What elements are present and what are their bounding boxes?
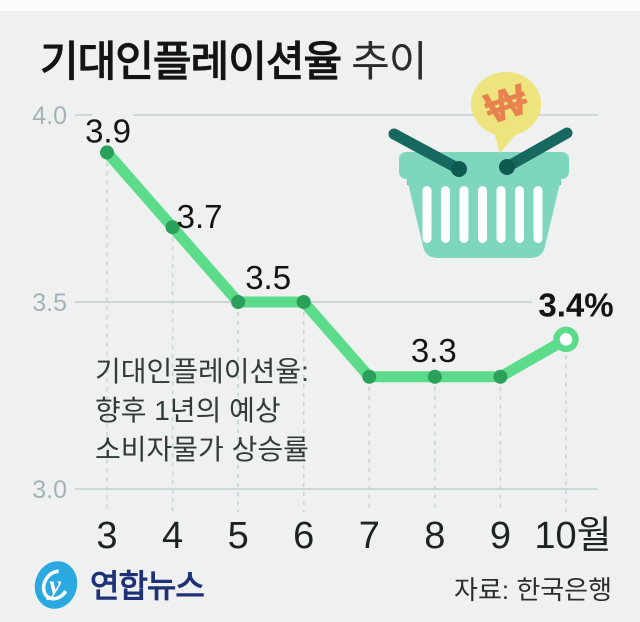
annotation-line-3: 소비자물가 상승률 (95, 434, 309, 465)
data-point (362, 369, 377, 384)
basket-stripes (422, 186, 543, 243)
point-label: 3.9 (85, 112, 131, 149)
data-point-open (553, 326, 579, 353)
data-point (231, 295, 246, 309)
y-tick-label: 3.0 (32, 476, 67, 504)
x-tick-label: 4 (162, 515, 183, 557)
x-tick-label: 3 (96, 515, 117, 557)
x-tick-label: 6 (293, 515, 314, 557)
x-axis-labels: 3 4 5 6 7 8 9 10월 (96, 515, 611, 557)
y-tick-label: 4.0 (32, 102, 67, 130)
handle-joint-right (499, 159, 515, 175)
point-label: 3.7 (177, 198, 223, 235)
y-axis-labels: 4.0 3.5 3.0 (32, 102, 67, 504)
page-title: 기대인플레이션율 추이 (40, 28, 427, 89)
drop-lines (106, 162, 567, 512)
chart-annotation: 기대인플레이션율: 향후 1년의 예상 소비자물가 상승률 (95, 352, 309, 469)
svg-text:y: y (46, 570, 62, 600)
annotation-line-1: 기대인플레이션율: (95, 356, 309, 387)
y-tick-label: 3.5 (32, 289, 67, 317)
data-point (100, 145, 114, 160)
series-polyline (101, 146, 572, 383)
shopping-basket-illustration: ₩ (388, 72, 573, 258)
handle-joint-left (451, 161, 467, 177)
basket-handle-right (501, 127, 573, 173)
data-point (493, 369, 508, 384)
x-tick-label: 5 (228, 515, 249, 557)
data-point (165, 220, 180, 235)
x-tick-label: 8 (424, 515, 445, 557)
data-series (100, 145, 579, 384)
source-credit: 자료: 한국은행 (454, 575, 612, 605)
point-label: 3.4% (538, 286, 613, 323)
yonhap-logo-text: 연합뉴스 (90, 568, 205, 604)
x-tick-label: 9 (490, 515, 511, 557)
point-label: 3.3 (411, 332, 457, 369)
data-point (296, 295, 311, 309)
data-point (427, 369, 442, 384)
x-tick-label: 7 (359, 515, 380, 557)
point-label: 3.5 (245, 259, 291, 296)
yonhap-logo: y 연합뉴스 (30, 558, 205, 610)
speech-bubble (471, 72, 541, 136)
yonhap-logo-icon: y (34, 561, 78, 609)
title-sub: 추이 (351, 38, 427, 85)
data-labels: 3.9 3.7 3.5 3.3 3.4% (85, 112, 614, 368)
title-main: 기대인플레이션율 (40, 38, 342, 85)
x-tick-label: 10월 (534, 515, 611, 557)
basket-handle-left (388, 128, 465, 175)
annotation-line-2: 향후 1년의 예상 (95, 395, 281, 426)
top-edge-strip (0, 0, 640, 11)
